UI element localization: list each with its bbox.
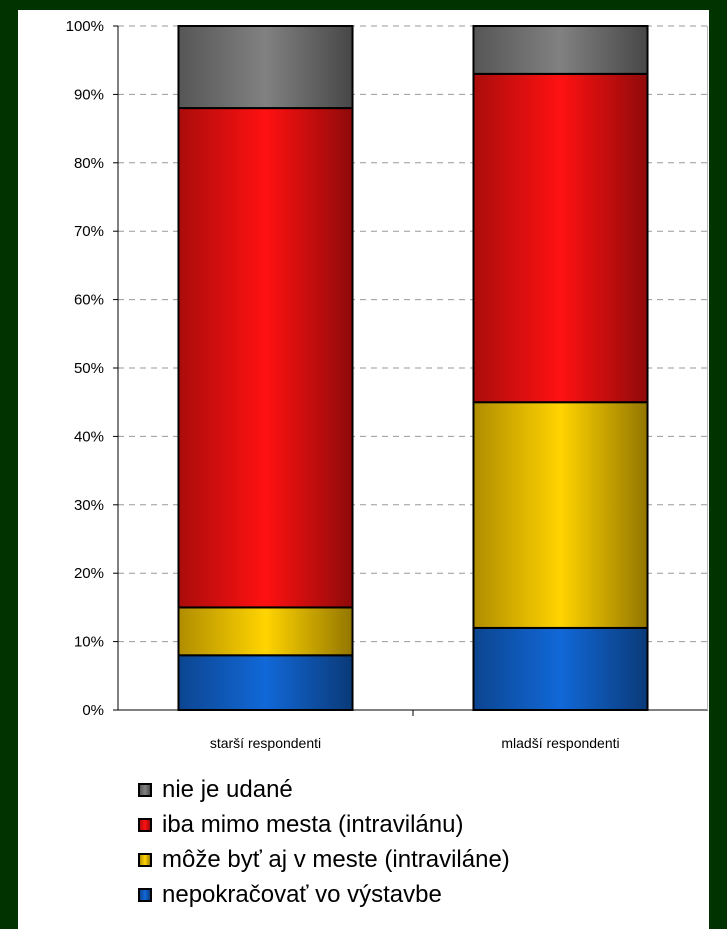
bar-segment — [177, 606, 354, 657]
y-tick-label: 90% — [74, 86, 104, 103]
y-tick-label: 10% — [74, 634, 104, 651]
y-tick-label: 80% — [74, 155, 104, 172]
x-tick-label: mladší respondenti — [501, 735, 619, 751]
legend-swatch — [138, 782, 152, 797]
legend-swatch — [138, 887, 152, 902]
bar-segment — [177, 654, 354, 712]
bar-segment — [177, 107, 354, 609]
legend: nie je udané iba mimo mesta (intravilánu)… — [138, 772, 510, 912]
stacked-bar-chart: 0% 10% 20% 30% 40% 50% 60% 70% 80% 90% 100% starší … — [66, 18, 708, 751]
y-tick-label: 40% — [74, 428, 104, 445]
y-tick-label: 30% — [74, 497, 104, 514]
legend-label: môže byť aj v meste (intraviláne) — [162, 845, 510, 873]
bar-segment — [472, 25, 649, 75]
y-tick-label: 0% — [82, 702, 104, 719]
legend-item: nepokračovať vo výstavbe — [138, 877, 510, 912]
legend-label: nepokračovať vo výstavbe — [162, 880, 442, 908]
x-tick-label: starší respondenti — [210, 735, 321, 751]
bar-segment — [472, 626, 649, 711]
legend-swatch — [138, 852, 152, 867]
legend-label: iba mimo mesta (intravilánu) — [162, 810, 464, 838]
bar-segment — [472, 72, 649, 404]
legend-item: iba mimo mesta (intravilánu) — [138, 807, 510, 842]
y-tick-label: 50% — [74, 360, 104, 377]
legend-swatch — [138, 817, 152, 832]
legend-item: môže byť aj v meste (intraviláne) — [138, 842, 510, 877]
chart-frame: 0% 10% 20% 30% 40% 50% 60% 70% 80% 90% 100% starší … — [18, 10, 709, 929]
legend-item: nie je udané — [138, 772, 510, 807]
bar-segment — [177, 25, 354, 110]
bar-segment — [472, 401, 649, 629]
y-tick-label: 70% — [74, 223, 104, 240]
y-tick-label: 60% — [74, 292, 104, 309]
y-tick-label: 20% — [74, 565, 104, 582]
y-tick-label: 100% — [66, 18, 104, 35]
legend-label: nie je udané — [162, 775, 293, 803]
